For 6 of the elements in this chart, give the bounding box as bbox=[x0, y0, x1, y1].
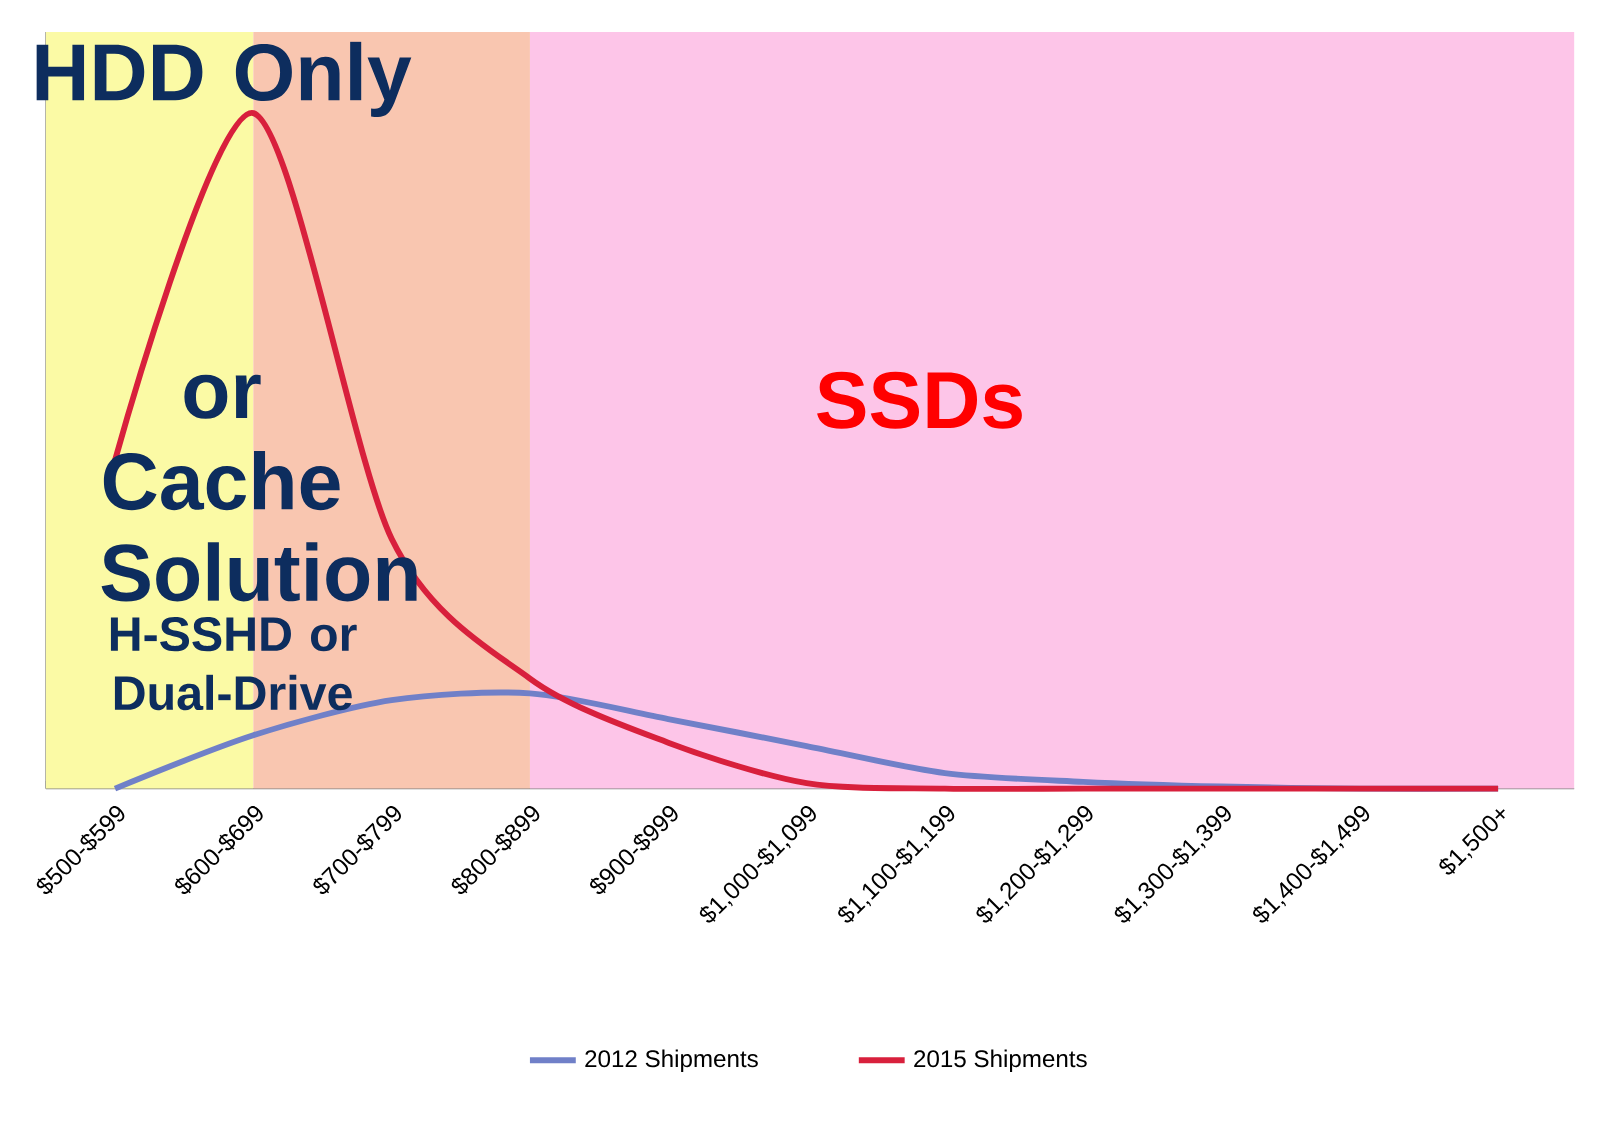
annotation: HDD Only bbox=[36, 41, 412, 117]
annotation: H-SSHD or Dual-Drive bbox=[110, 616, 357, 711]
legend-label: 2012 Shipments bbox=[585, 1049, 758, 1073]
annotation: or Cache Solution bbox=[101, 374, 417, 602]
legend-label: 2015 Shipments bbox=[914, 1049, 1087, 1073]
annotation: SSDs bbox=[817, 371, 1022, 429]
